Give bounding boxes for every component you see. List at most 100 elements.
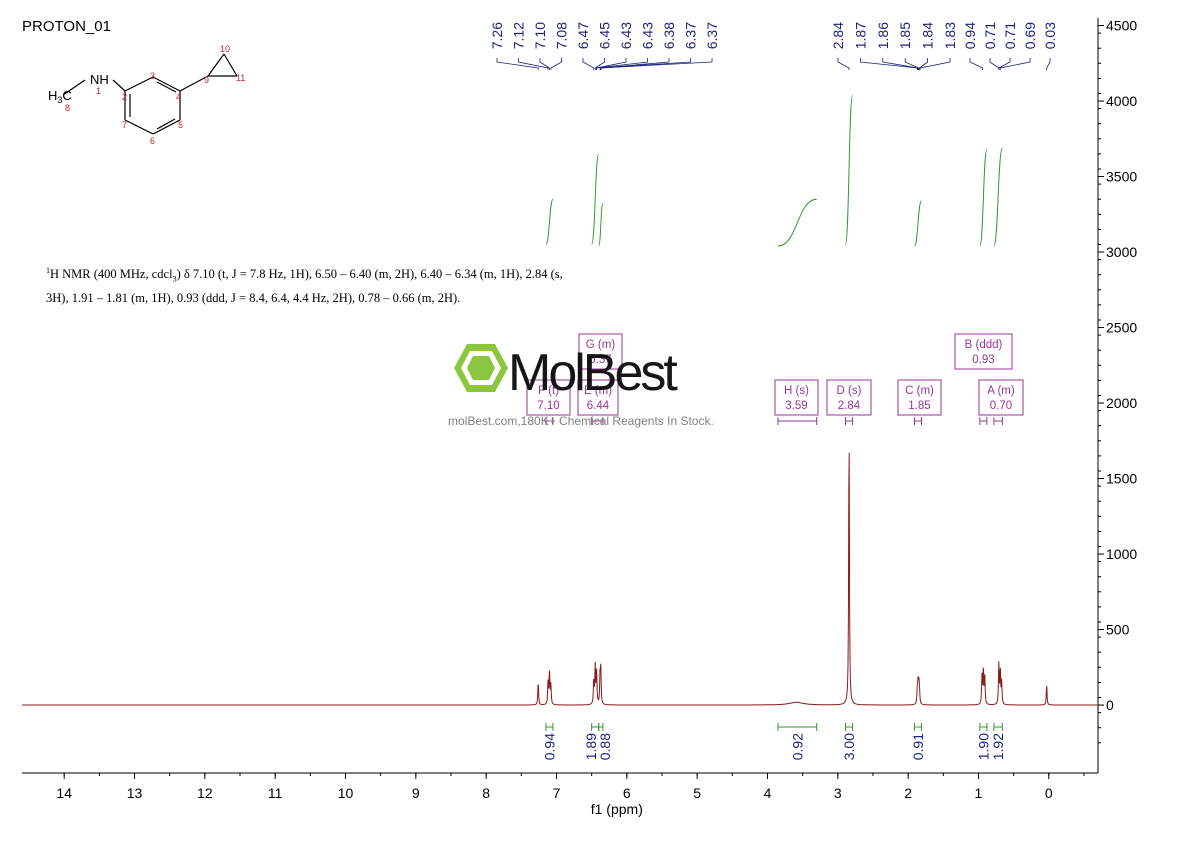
peak-label-connector	[837, 58, 850, 70]
watermark-brand: MolBest	[508, 344, 678, 402]
multiplet-shift: 2.84	[838, 400, 861, 412]
svg-text:8: 8	[65, 103, 70, 113]
peak-label-connector	[989, 58, 1000, 70]
multiplet-shift: 6.44	[587, 400, 610, 412]
svg-text:9: 9	[204, 75, 209, 85]
spectrum-line	[22, 452, 1098, 706]
peak-label: 0.03	[1042, 22, 1058, 49]
y-tick-label: 2500	[1106, 320, 1137, 336]
peak-label-connector	[969, 58, 984, 70]
peak-label-connector	[599, 58, 670, 70]
integral-curve	[913, 200, 922, 247]
multiplet-box	[954, 333, 1013, 370]
peak-label-connector	[882, 58, 919, 70]
peak-label: 7.12	[511, 22, 527, 49]
peak-label: 7.08	[554, 22, 570, 49]
x-tick-label: 13	[127, 785, 143, 801]
multiplet-shift: 3.59	[785, 400, 807, 412]
multiplet-label: H (s)	[784, 385, 809, 397]
peak-label-connector	[919, 58, 951, 70]
integral-value: 3.00	[841, 733, 857, 760]
x-tick-label: 5	[693, 785, 701, 801]
peak-label-connector	[600, 58, 713, 70]
x-axis-label: f1 (ppm)	[591, 801, 643, 817]
svg-text:11: 11	[236, 73, 245, 83]
peak-label: 6.37	[683, 22, 699, 49]
peak-label-connector	[998, 58, 1011, 70]
peak-label: 0.69	[1022, 22, 1038, 49]
integral-curve	[979, 148, 988, 247]
svg-text:3: 3	[150, 71, 155, 81]
peak-label: 1.85	[897, 22, 913, 49]
integral-value: 1.90	[975, 733, 991, 760]
multiplet-label: D (s)	[837, 385, 862, 397]
x-tick-label: 7	[553, 785, 561, 801]
integral-value: 0.94	[542, 733, 558, 760]
nmr-description-line2: 3H), 1.91 – 1.81 (m, 1H), 0.93 (ddd, J =…	[46, 290, 461, 305]
integral-curve	[591, 153, 600, 245]
integral-curve	[777, 198, 817, 247]
integral-value: 1.92	[990, 733, 1006, 760]
peak-label: 7.10	[532, 22, 548, 49]
sample-name: PROTON_01	[22, 18, 111, 35]
svg-text:6: 6	[150, 136, 155, 146]
peak-label-connector	[999, 58, 1031, 70]
multiplet-box	[526, 379, 571, 416]
multiplet-shift: 7.10	[537, 400, 559, 412]
x-tick-label: 3	[834, 785, 842, 801]
x-tick-label: 6	[623, 785, 631, 801]
multiplet-label: F (t)	[538, 385, 559, 397]
svg-text:1: 1	[96, 86, 101, 96]
integral-value: 0.88	[597, 733, 613, 760]
multiplet-label: A (m)	[987, 385, 1015, 397]
y-tick-label: 3000	[1106, 244, 1137, 260]
multiplet-box	[897, 379, 942, 416]
integral-value: 1.89	[583, 733, 599, 760]
svg-text:2: 2	[122, 92, 127, 102]
multiplet-box	[774, 379, 819, 416]
x-tick-label: 14	[56, 785, 72, 801]
peak-label: 6.45	[597, 22, 613, 49]
x-tick-label: 0	[1045, 785, 1053, 801]
integral-curve	[598, 203, 604, 247]
y-tick-label: 1500	[1106, 471, 1137, 487]
peak-label: 6.38	[661, 22, 677, 49]
integral-value: 0.92	[789, 733, 805, 760]
peak-label: 1.87	[852, 22, 868, 49]
x-tick-label: 11	[268, 785, 283, 801]
multiplet-box	[826, 379, 872, 416]
multiplet-label: E (m)	[584, 385, 612, 397]
x-tick-label: 8	[482, 785, 490, 801]
x-tick-label: 10	[338, 785, 354, 801]
integral-value: 0.91	[910, 733, 926, 760]
x-tick-label: 2	[904, 785, 912, 801]
multiplet-label: B (ddd)	[965, 339, 1003, 351]
watermark-tagline: molBest.com,180K+ Chemical Reagents In S…	[448, 414, 714, 428]
svg-text:4: 4	[176, 92, 181, 102]
multiplet-box	[577, 379, 619, 416]
multiplet-label: C (m)	[905, 385, 934, 397]
integral-curve	[845, 94, 854, 245]
multiplet-shift: 0.70	[990, 400, 1012, 412]
y-tick-label: 2000	[1106, 395, 1137, 411]
peak-label: 2.84	[830, 22, 846, 49]
peak-label: 1.84	[920, 22, 936, 49]
multiplet-shift: 1.85	[908, 400, 930, 412]
y-tick-label: 4000	[1106, 93, 1137, 109]
peak-label: 6.43	[640, 22, 656, 49]
y-tick-label: 4500	[1106, 18, 1137, 34]
peak-label: 6.47	[575, 22, 591, 49]
svg-text:7: 7	[122, 120, 127, 130]
peak-label-connector	[518, 58, 549, 70]
peak-label-connector	[596, 58, 648, 70]
multiplet-shift: 0.93	[972, 354, 994, 366]
peak-label: 1.83	[942, 22, 958, 49]
multiplet-box	[978, 379, 1024, 416]
peak-label-connector	[496, 58, 539, 70]
peak-label: 1.86	[875, 22, 891, 49]
nmr-description-line1: 1H NMR (400 MHz, cdcl3) δ 7.10 (t, J = 7…	[46, 266, 563, 284]
peak-label-connector	[539, 58, 550, 70]
y-tick-label: 500	[1106, 622, 1130, 638]
multiplet-box	[578, 333, 623, 370]
